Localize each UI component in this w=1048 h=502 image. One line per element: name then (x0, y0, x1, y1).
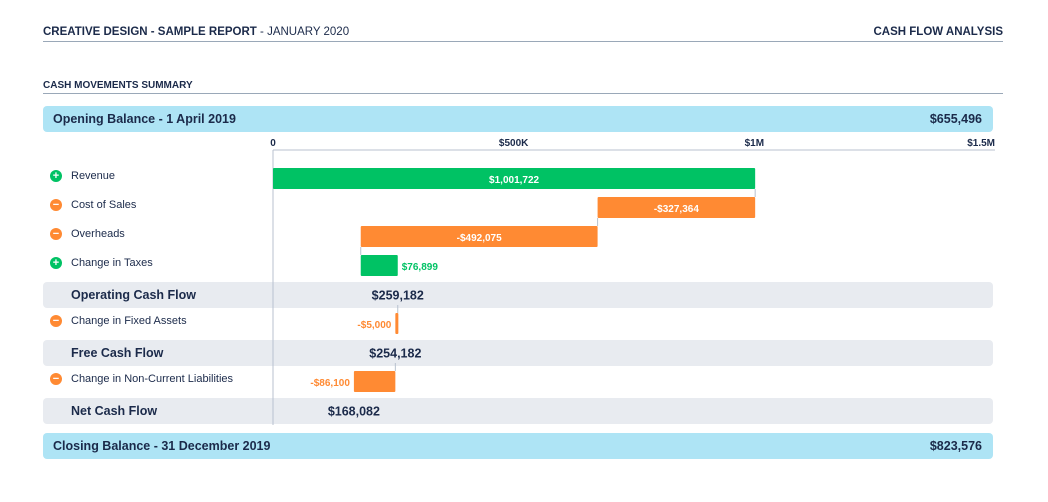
section-title: CASH MOVEMENTS SUMMARY (43, 80, 1003, 94)
opening-balance-label: Opening Balance - 1 April 2019 (53, 112, 236, 126)
closing-balance-band: Closing Balance - 31 December 2019 $823,… (43, 433, 993, 459)
row-label-text: Cost of Sales (71, 199, 137, 211)
report-company: CREATIVE DESIGN - SAMPLE REPORT (43, 26, 257, 38)
subtotal-value: $259,182 (372, 289, 424, 303)
waterfall-bar (360, 255, 398, 276)
waterfall-bar (395, 313, 399, 334)
closing-balance-label: Closing Balance - 31 December 2019 (53, 439, 271, 453)
waterfall-bar (597, 197, 756, 218)
row-label-text: Change in Taxes (71, 257, 153, 269)
x-tick-label: $1.5M (967, 138, 995, 149)
closing-balance-value: $823,576 (929, 439, 982, 453)
subtotal-value: $168,082 (328, 405, 380, 419)
bar-value-label: -$86,100 (310, 378, 350, 389)
subtotal-label: Operating Cash Flow (71, 288, 197, 302)
subtotal-row: Net Cash Flow (43, 398, 993, 424)
minus-circle-icon: − (50, 315, 62, 327)
row-label-text: Change in Non-Current Liabilities (71, 373, 234, 385)
bar-value-label: $1,001,722 (489, 175, 539, 186)
x-tick-label: $1M (745, 138, 764, 149)
report-header: CREATIVE DESIGN - SAMPLE REPORT - JANUAR… (43, 26, 1003, 42)
x-tick-label: $500K (499, 138, 529, 149)
plus-circle-icon: + (50, 257, 62, 269)
waterfall-bar (353, 371, 396, 392)
subtotal-value: $254,182 (369, 347, 421, 361)
bar-value-label: -$327,364 (654, 204, 699, 215)
row-label-text: Revenue (71, 170, 116, 182)
subtotal-label: Net Cash Flow (71, 404, 158, 418)
waterfall-bar (360, 226, 598, 247)
bar-value-label: $76,899 (402, 262, 439, 273)
bar-value-label: -$492,075 (457, 233, 502, 244)
bar-value-label: -$5,000 (357, 320, 391, 331)
subtotal-row: Operating Cash Flow (43, 282, 993, 308)
minus-circle-icon: − (50, 199, 62, 211)
row-label-text: Overheads (71, 228, 125, 240)
waterfall-bar (273, 168, 756, 189)
row-label-text: Change in Fixed Assets (71, 315, 187, 327)
minus-circle-icon: − (50, 373, 62, 385)
x-tick-label: 0 (270, 138, 276, 149)
plus-circle-icon: + (50, 170, 62, 182)
subtotal-label: Free Cash Flow (71, 346, 164, 360)
minus-circle-icon: − (50, 228, 62, 240)
report-name: CASH FLOW ANALYSIS (873, 26, 1004, 38)
report-date: - JANUARY 2020 (256, 26, 350, 38)
opening-balance-band: Opening Balance - 1 April 2019 $655,496 (43, 106, 993, 132)
subtotal-row: Free Cash Flow (43, 340, 993, 366)
report-title: CREATIVE DESIGN - SAMPLE REPORT - JANUAR… (43, 26, 349, 38)
opening-balance-value: $655,496 (929, 112, 982, 126)
